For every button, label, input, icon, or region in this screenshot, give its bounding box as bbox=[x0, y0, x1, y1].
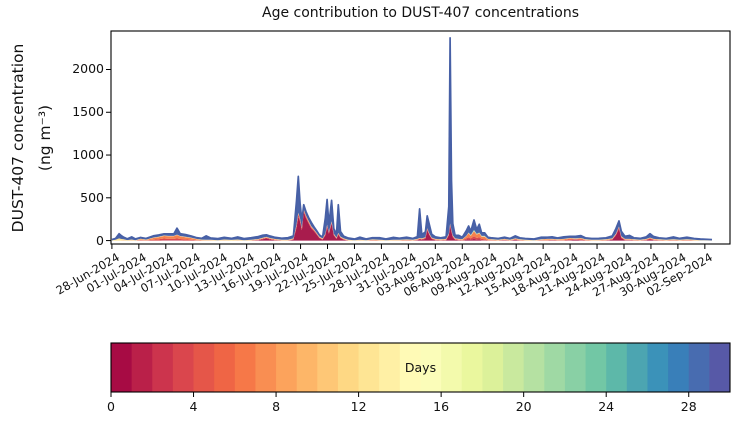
colorbar-segment bbox=[564, 343, 587, 392]
y-tick-label: 500 bbox=[80, 189, 104, 205]
colorbar-segment bbox=[482, 343, 504, 392]
colorbar-segment bbox=[379, 343, 401, 392]
colorbar-segment bbox=[420, 343, 442, 392]
colorbar-tick-label: 8 bbox=[272, 399, 281, 414]
colorbar-segment bbox=[523, 343, 545, 392]
colorbar-tick-label: 16 bbox=[433, 399, 450, 414]
colorbar-segment bbox=[234, 343, 256, 392]
colorbar-outline bbox=[110, 342, 731, 393]
y-tick-label: 1000 bbox=[72, 147, 104, 163]
colorbar-segment bbox=[606, 343, 628, 392]
colorbar-segment bbox=[441, 343, 463, 392]
colorbar-segment bbox=[647, 343, 669, 392]
colorbar-segment bbox=[317, 343, 339, 392]
colorbar-segment bbox=[585, 343, 607, 392]
colorbar-segment bbox=[461, 343, 483, 392]
axes-spines bbox=[110, 30, 731, 245]
colorbar-label: Days bbox=[404, 360, 437, 375]
y-tick-label: 1500 bbox=[72, 104, 104, 120]
area-layer-age-24-30-days bbox=[111, 37, 712, 241]
colorbar-tick-label: 20 bbox=[515, 399, 532, 414]
y-tick-label: 0 bbox=[96, 232, 104, 248]
colorbar-tick-label: 24 bbox=[598, 399, 615, 414]
y-tick-label: 2000 bbox=[72, 61, 104, 77]
colorbar-segment bbox=[668, 343, 690, 392]
colorbar-segment bbox=[688, 343, 710, 392]
colorbar-segment bbox=[152, 343, 174, 392]
colorbar-segment bbox=[172, 343, 195, 392]
colorbar-tick-label: 28 bbox=[680, 399, 697, 414]
colorbar-tick-label: 4 bbox=[189, 399, 198, 414]
colorbar-segment bbox=[503, 343, 525, 392]
colorbar-segment bbox=[358, 343, 380, 392]
colorbar-segment bbox=[276, 343, 298, 392]
colorbar-segment bbox=[337, 343, 360, 392]
colorbar-segment bbox=[296, 343, 318, 392]
colorbar-segment bbox=[626, 343, 648, 392]
colorbar-segment bbox=[544, 343, 566, 392]
colorbar-segment bbox=[131, 343, 153, 392]
colorbar-segment bbox=[399, 343, 421, 392]
colorbar-segment bbox=[193, 343, 215, 392]
colorbar-segment bbox=[214, 343, 236, 392]
colorbar-segment bbox=[111, 343, 133, 392]
colorbar-tick-label: 12 bbox=[350, 399, 367, 414]
chart-title: Age contribution to DUST-407 concentrati… bbox=[262, 5, 579, 21]
colorbar-segment bbox=[709, 343, 731, 392]
plot-area bbox=[111, 36, 713, 241]
area-layer-age-8-12-days bbox=[111, 209, 712, 241]
colorbar-segment bbox=[255, 343, 277, 392]
colorbar-tick-label: 0 bbox=[107, 399, 115, 414]
total-line bbox=[111, 36, 713, 241]
